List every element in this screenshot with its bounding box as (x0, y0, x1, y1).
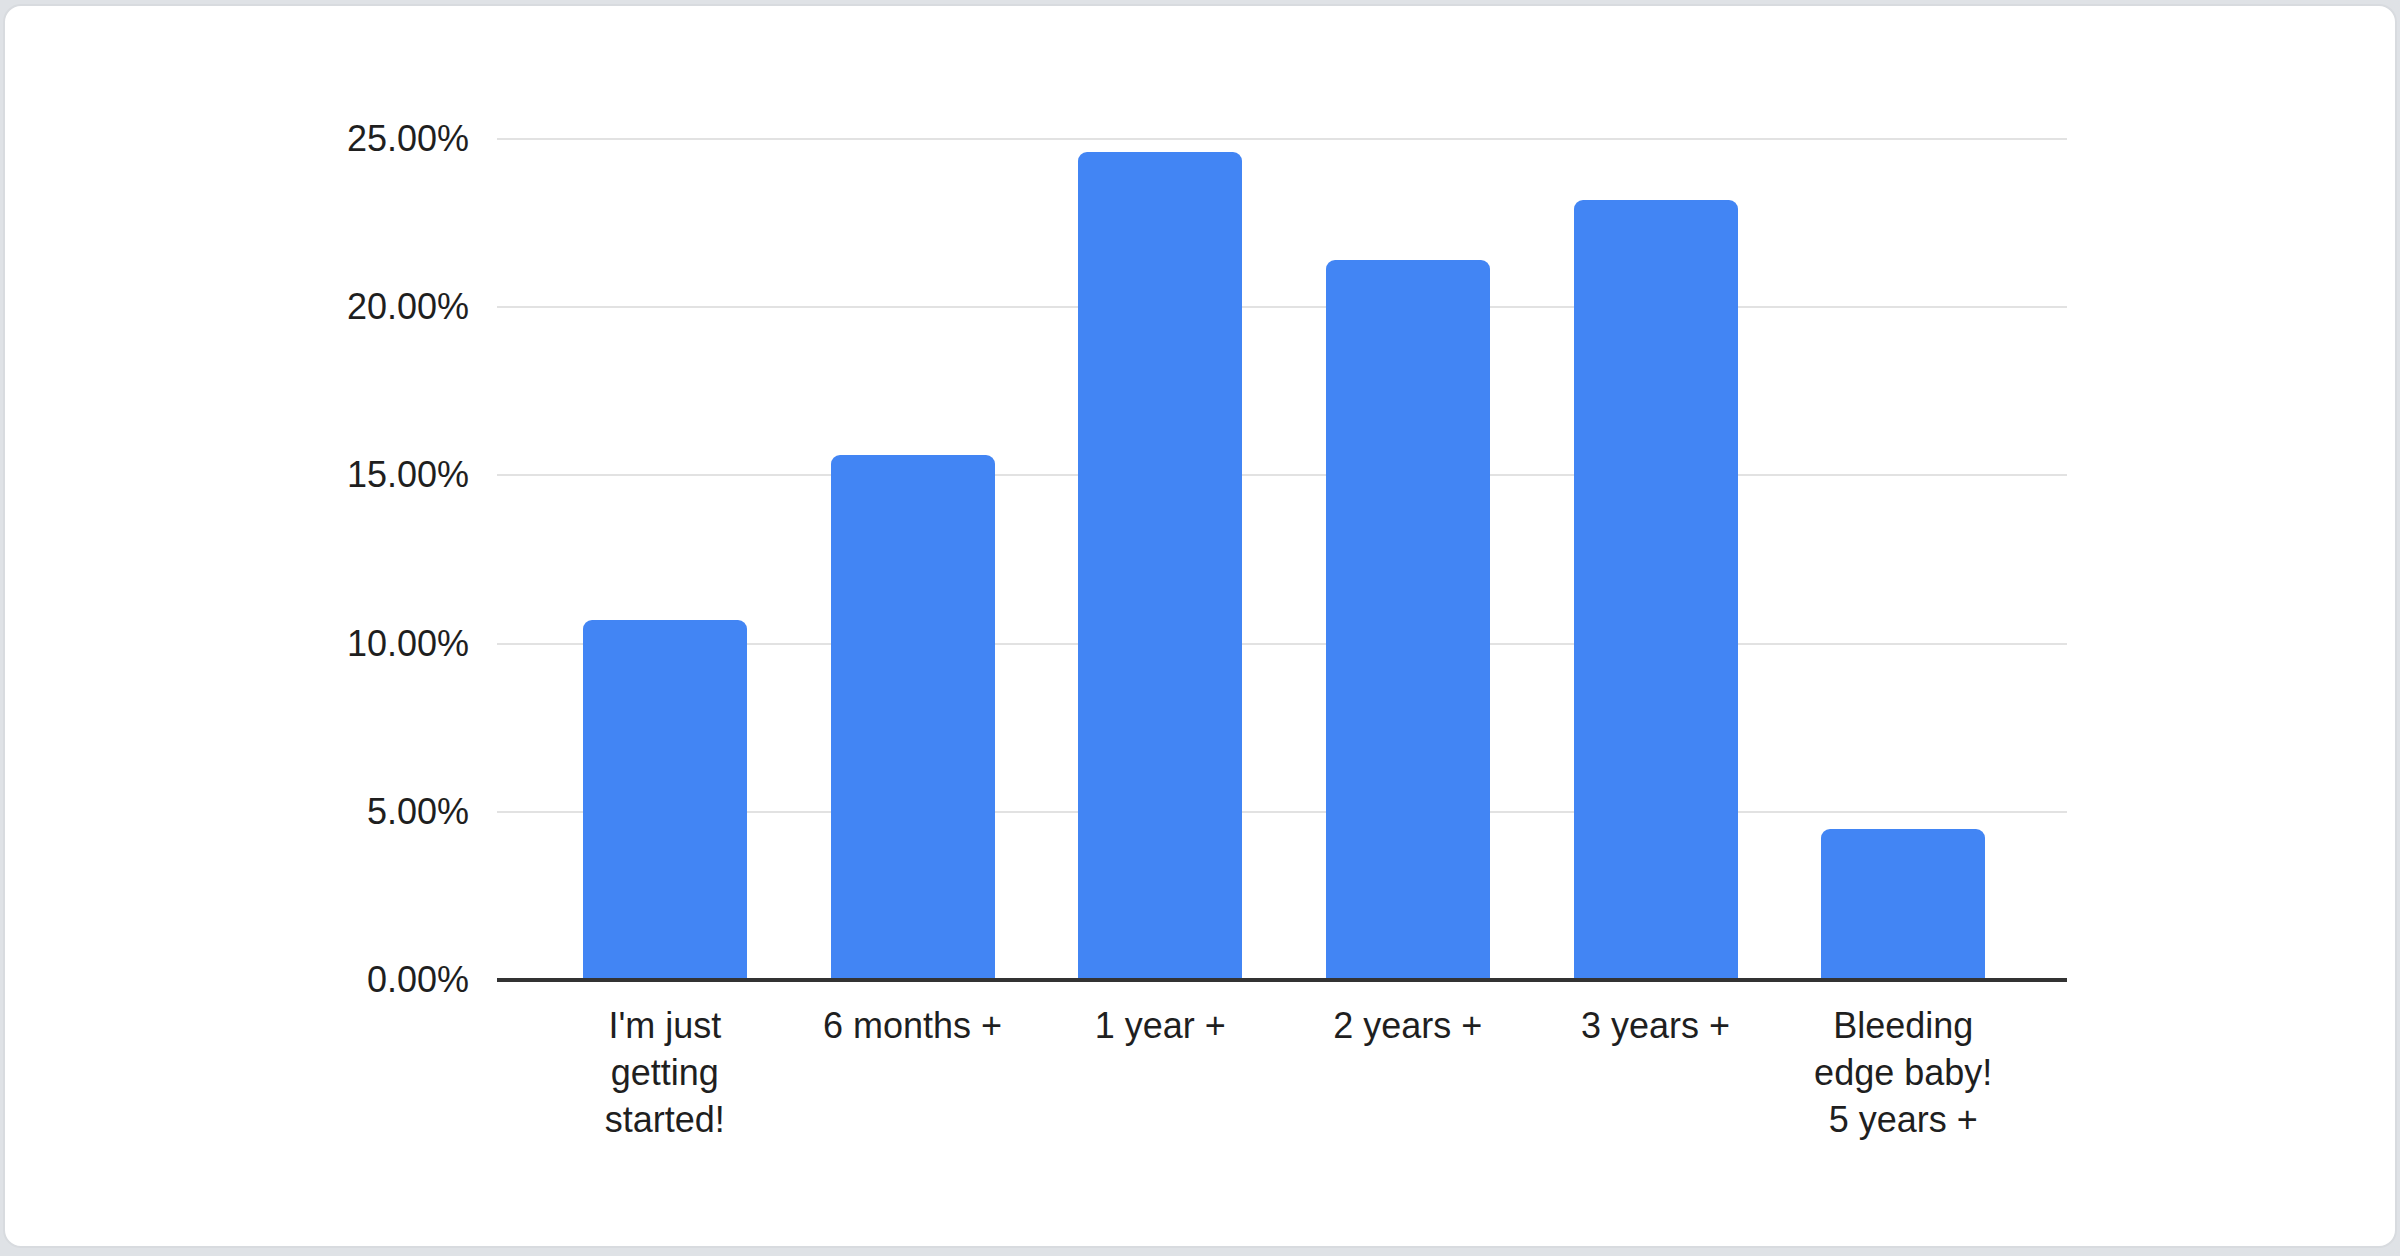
y-tick-label: 15.00% (209, 452, 469, 498)
bar-column (1036, 139, 1284, 980)
x-axis-line (497, 978, 2067, 982)
bar-4 (1326, 260, 1490, 980)
x-tick-label-line: 5 years + (1779, 1096, 2027, 1143)
x-axis-labels: I'm justgettingstarted!6 months +1 year … (541, 1002, 2027, 1143)
x-tick-label-line: edge baby! (1779, 1049, 2027, 1096)
y-tick-label: 0.00% (209, 957, 469, 1003)
bar-1 (583, 620, 747, 980)
x-tick-label: 1 year + (1036, 1002, 1284, 1143)
x-tick-label: Bleedingedge baby!5 years + (1779, 1002, 2027, 1143)
bar-6 (1821, 829, 1985, 980)
x-tick-label: I'm justgettingstarted! (541, 1002, 789, 1143)
y-tick-label: 5.00% (209, 789, 469, 835)
y-tick-label: 10.00% (209, 621, 469, 667)
bar-column (1284, 139, 1532, 980)
bars-layer (541, 139, 2027, 980)
x-tick-label-line: Bleeding (1779, 1002, 2027, 1049)
bar-5 (1574, 200, 1738, 980)
x-tick-label: 3 years + (1532, 1002, 1780, 1143)
bar-column (541, 139, 789, 980)
x-tick-label-line: getting (541, 1049, 789, 1096)
bar-3 (1078, 152, 1242, 980)
x-tick-label: 2 years + (1284, 1002, 1532, 1143)
x-tick-label-line: 1 year + (1036, 1002, 1284, 1049)
bar-column (789, 139, 1037, 980)
y-tick-label: 25.00% (209, 116, 469, 162)
bar-column (1532, 139, 1780, 980)
x-tick-label-line: 3 years + (1532, 1002, 1780, 1049)
x-tick-label-line: 2 years + (1284, 1002, 1532, 1049)
bar-column (1779, 139, 2027, 980)
y-tick-label: 20.00% (209, 284, 469, 330)
x-tick-label: 6 months + (789, 1002, 1037, 1143)
x-tick-label-line: 6 months + (789, 1002, 1037, 1049)
x-tick-label-line: I'm just (541, 1002, 789, 1049)
bar-2 (831, 455, 995, 980)
chart-figure: 0.00% 5.00% 10.00% 15.00% 20.00% 25.00% I'm j… (0, 0, 2400, 1256)
x-tick-label-line: started! (541, 1096, 789, 1143)
